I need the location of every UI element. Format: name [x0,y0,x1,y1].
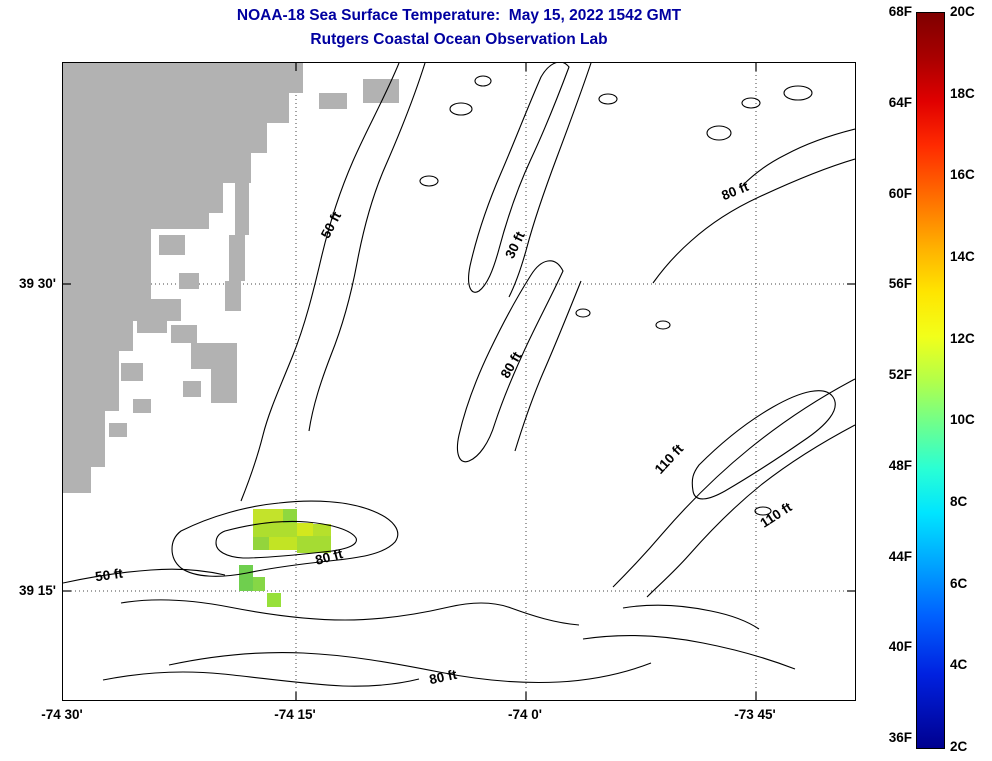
sst-patch [253,577,265,591]
map-canvas [63,63,855,700]
sst-patch [239,565,253,591]
x-tick-74-15: -74 15' [274,707,316,722]
colorbar-celsius-labels: 20C 18C 16C 14C 12C 10C 8C 6C 4C 2C [950,5,992,754]
x-tick-73-45: -73 45' [734,707,776,722]
colorbar-label-f: 44F [888,548,912,564]
x-tick-74-30: -74 30' [41,707,83,722]
figure-subtitle: Rutgers Coastal Ocean Observation Lab [310,31,608,48]
colorbar-label-c: 14C [950,248,975,264]
colorbar-label-f: 36F [888,730,912,745]
colorbar-label-f: 40F [888,639,912,655]
sst-patch [253,523,297,537]
sst-patch [283,509,297,523]
colorbar-label-f: 60F [888,185,912,201]
y-tick-39-30: 39 30' [19,276,56,291]
sst-patch [297,536,331,553]
y-tick-39-15: 39 15' [19,583,56,598]
colorbar-label-c: 12C [950,330,975,346]
colorbar-label-f: 64F [888,94,912,110]
land-mask [63,63,399,493]
colorbar-label-f: 56F [888,276,912,292]
colorbar-label-c: 2C [950,738,968,754]
colorbar-label-f: 68F [888,4,912,19]
depth-contours [63,63,855,687]
colorbar-label-c: 16C [950,167,975,183]
map-plot: 50 ft 30 ft 80 ft 80 ft 110 ft 110 ft 50… [62,62,856,701]
sst-patch [253,537,269,550]
colorbar-label-c: 10C [950,412,975,428]
colorbar-label-c: 18C [950,85,975,101]
sst-patch [297,523,313,536]
sst-patch [313,524,331,536]
colorbar [916,12,945,749]
figure-title: NOAA-18 Sea Surface Temperature: May 15,… [236,7,682,24]
colorbar-label-c: 20C [950,4,975,19]
colorbar-label-c: 4C [950,657,968,673]
sst-patch [267,593,281,607]
colorbar-label-f: 52F [888,367,912,382]
sst-patch [269,537,297,550]
x-tick-74-0: -74 0' [508,707,542,722]
sst-data-patches [239,509,331,607]
colorbar-label-c: 6C [950,575,968,591]
colorbar-label-c: 8C [950,493,968,509]
colorbar-label-f: 48F [888,457,912,473]
colorbar-fahrenheit-labels: 68F 64F 60F 56F 52F 48F 44F 40F 36F [870,5,912,745]
sst-patch [253,509,283,523]
axis-ticks [63,63,855,700]
